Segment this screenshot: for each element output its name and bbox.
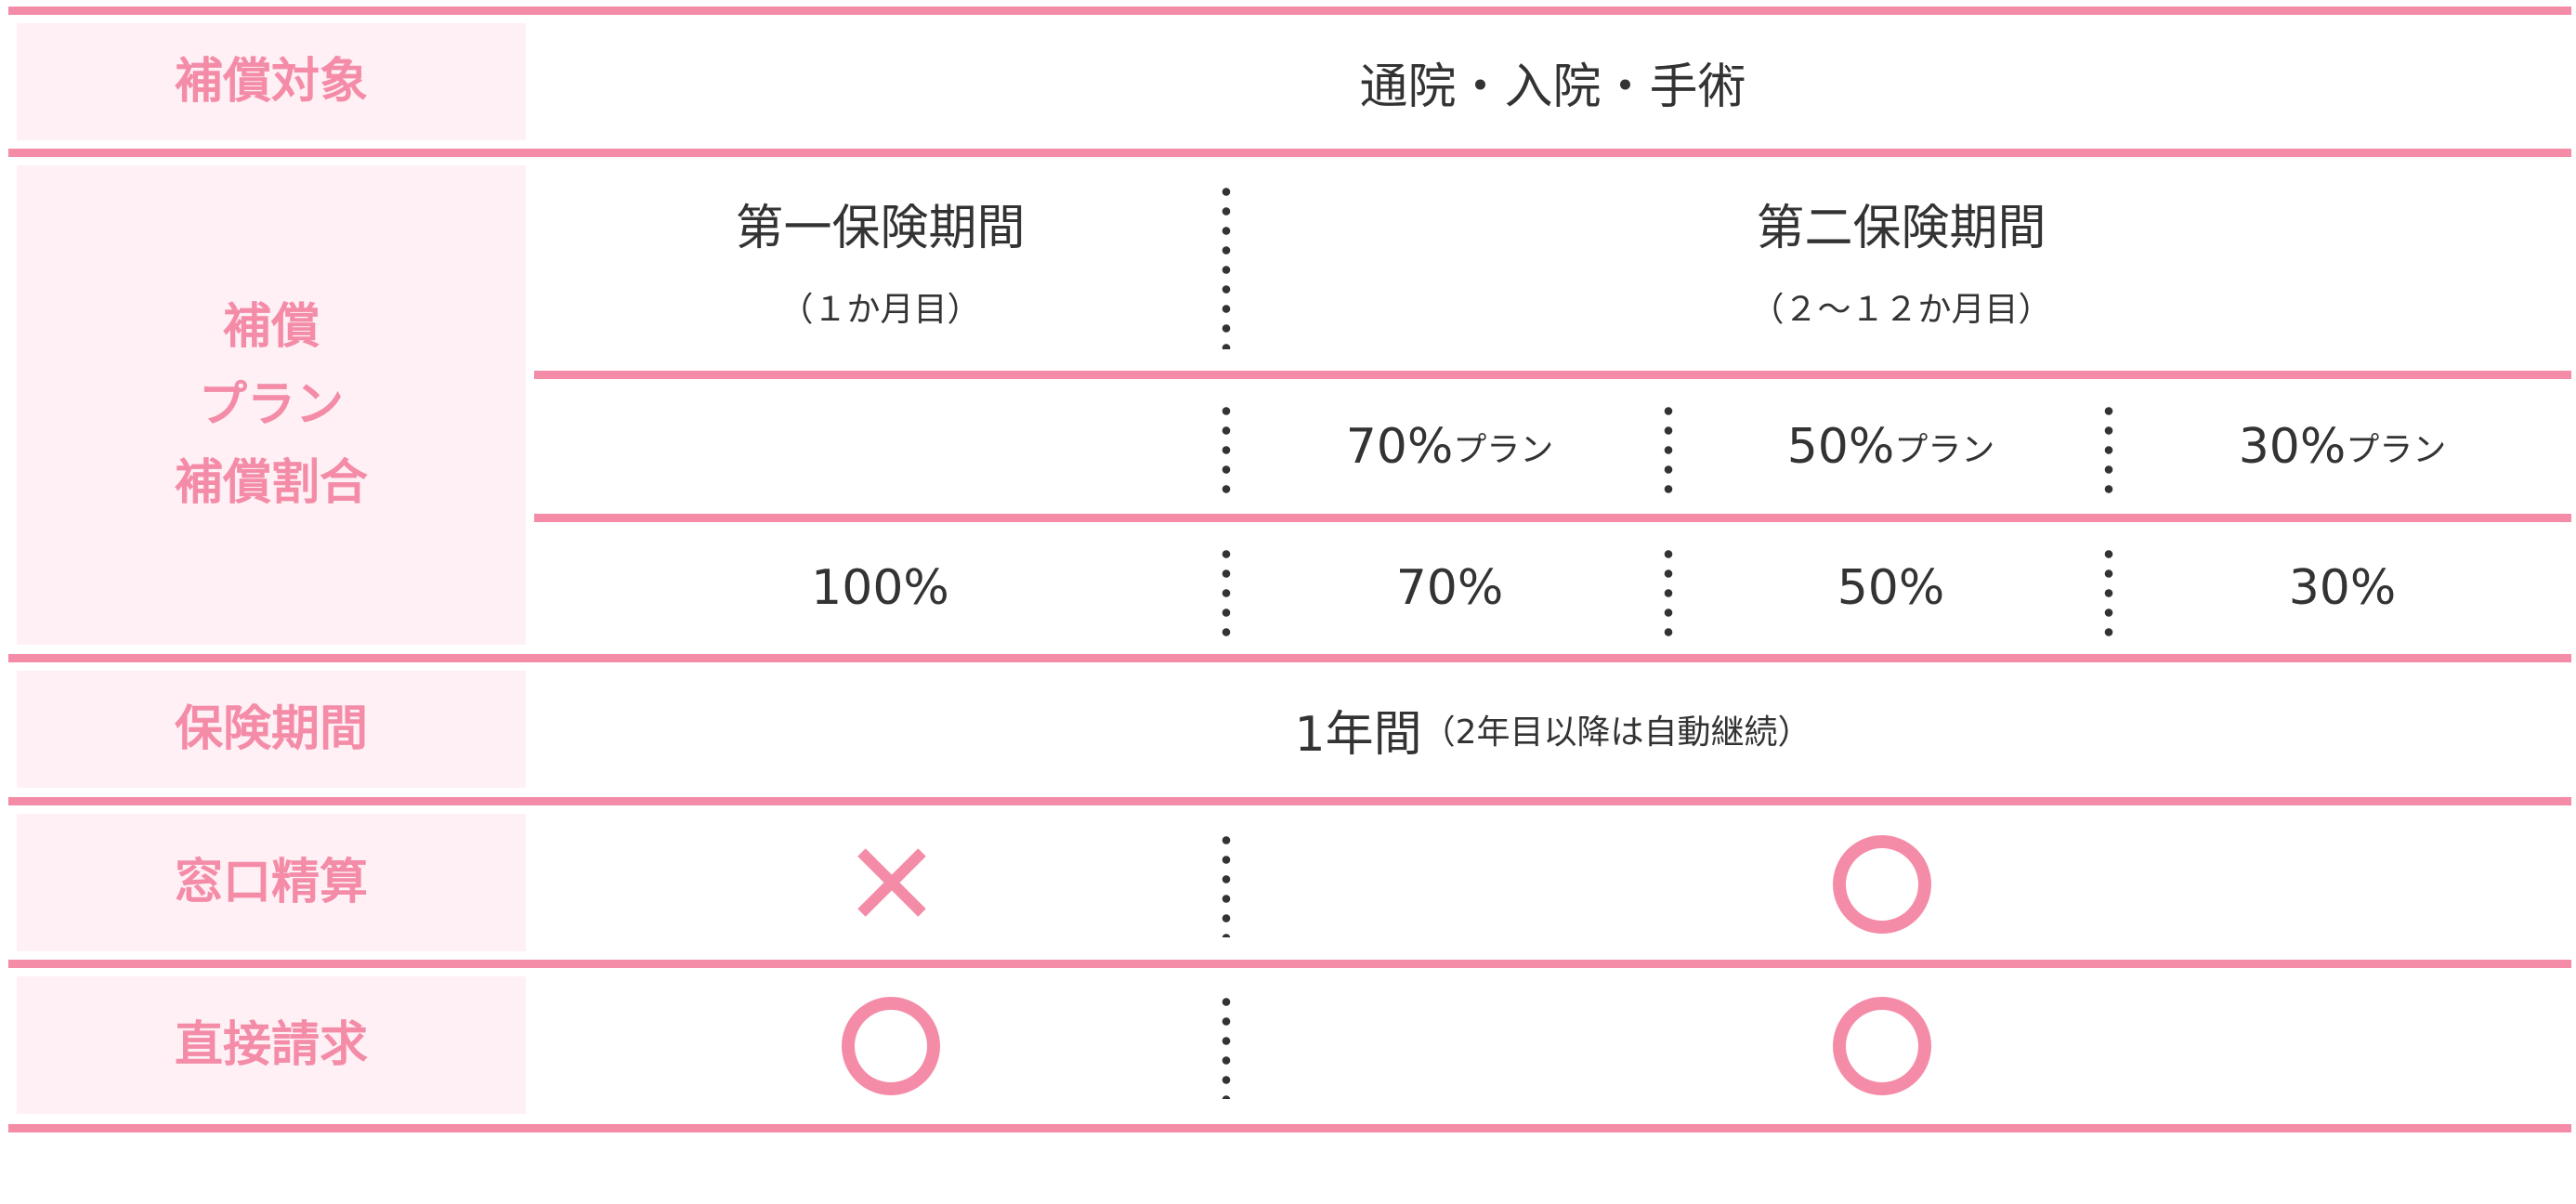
plan-num: 50% <box>1786 418 1895 475</box>
direct-label-text: 直接請求 <box>174 1017 368 1073</box>
coverage-label: 補償対象 <box>17 23 526 140</box>
counter-label-text: 窓口精算 <box>174 855 368 910</box>
ratio-first: 100% <box>811 560 949 616</box>
dotted-divider <box>1222 401 1231 494</box>
plan-30: 30% プラン <box>2113 379 2571 514</box>
dotted-divider <box>1222 182 1231 349</box>
coverage-label-text: 補償対象 <box>174 54 368 110</box>
dotted-divider <box>2104 544 2113 637</box>
second-period-sub: （２～１２か月目） <box>1750 291 2052 329</box>
period-note: （2年目以降は自動継続） <box>1421 713 1811 752</box>
dotted-divider <box>1664 401 1673 494</box>
divider <box>8 1124 2571 1132</box>
circle-icon <box>1833 835 1931 934</box>
ratio-50: 50% <box>1837 560 1945 616</box>
plan-50: 50% プラン <box>1673 379 2109 514</box>
second-period-title: 第二保険期間 <box>1756 200 2046 256</box>
period-label-text: 保険期間 <box>174 701 368 757</box>
plan-num: 30% <box>2238 418 2347 475</box>
divider <box>8 654 2571 662</box>
coverage-value: 通院・入院・手術 <box>1359 59 1746 115</box>
dotted-divider <box>1222 544 1231 637</box>
plan-num: 70% <box>1345 418 1454 475</box>
divider <box>8 7 2571 15</box>
ratio-30: 30% <box>2288 560 2397 616</box>
counter-label: 窓口精算 <box>17 814 526 951</box>
plan-label-line: 補償割合 <box>174 455 368 511</box>
dotted-divider <box>1222 992 1231 1099</box>
plan-suffix: プラン <box>1453 430 1554 469</box>
plan-70: 70% プラン <box>1231 379 1668 514</box>
dotted-divider <box>1664 544 1673 637</box>
divider <box>534 371 2571 379</box>
divider <box>8 149 2571 157</box>
ratio-70: 70% <box>1395 560 1504 616</box>
dotted-divider <box>1222 831 1231 937</box>
circle-icon <box>842 997 940 1095</box>
circle-icon <box>1833 997 1931 1095</box>
direct-label: 直接請求 <box>17 976 526 1114</box>
plan-label-line: 補償 <box>222 299 320 355</box>
period-label: 保険期間 <box>17 671 526 788</box>
cross-icon <box>855 845 929 920</box>
plan-label-line: プラン <box>198 377 344 433</box>
first-period-sub: （１か月目） <box>779 291 981 329</box>
divider <box>8 797 2571 805</box>
first-period-title: 第一保険期間 <box>735 200 1026 256</box>
dotted-divider <box>2104 401 2113 494</box>
plan-suffix: プラン <box>2346 430 2447 469</box>
period-main: 1年間 <box>1294 706 1422 763</box>
divider <box>8 960 2571 968</box>
divider <box>534 514 2571 522</box>
plan-label: 補償 プラン 補償割合 <box>17 165 526 645</box>
plan-suffix: プラン <box>1894 430 1995 469</box>
period-value: 1年間 （2年目以降は自動継続） <box>534 671 2571 788</box>
